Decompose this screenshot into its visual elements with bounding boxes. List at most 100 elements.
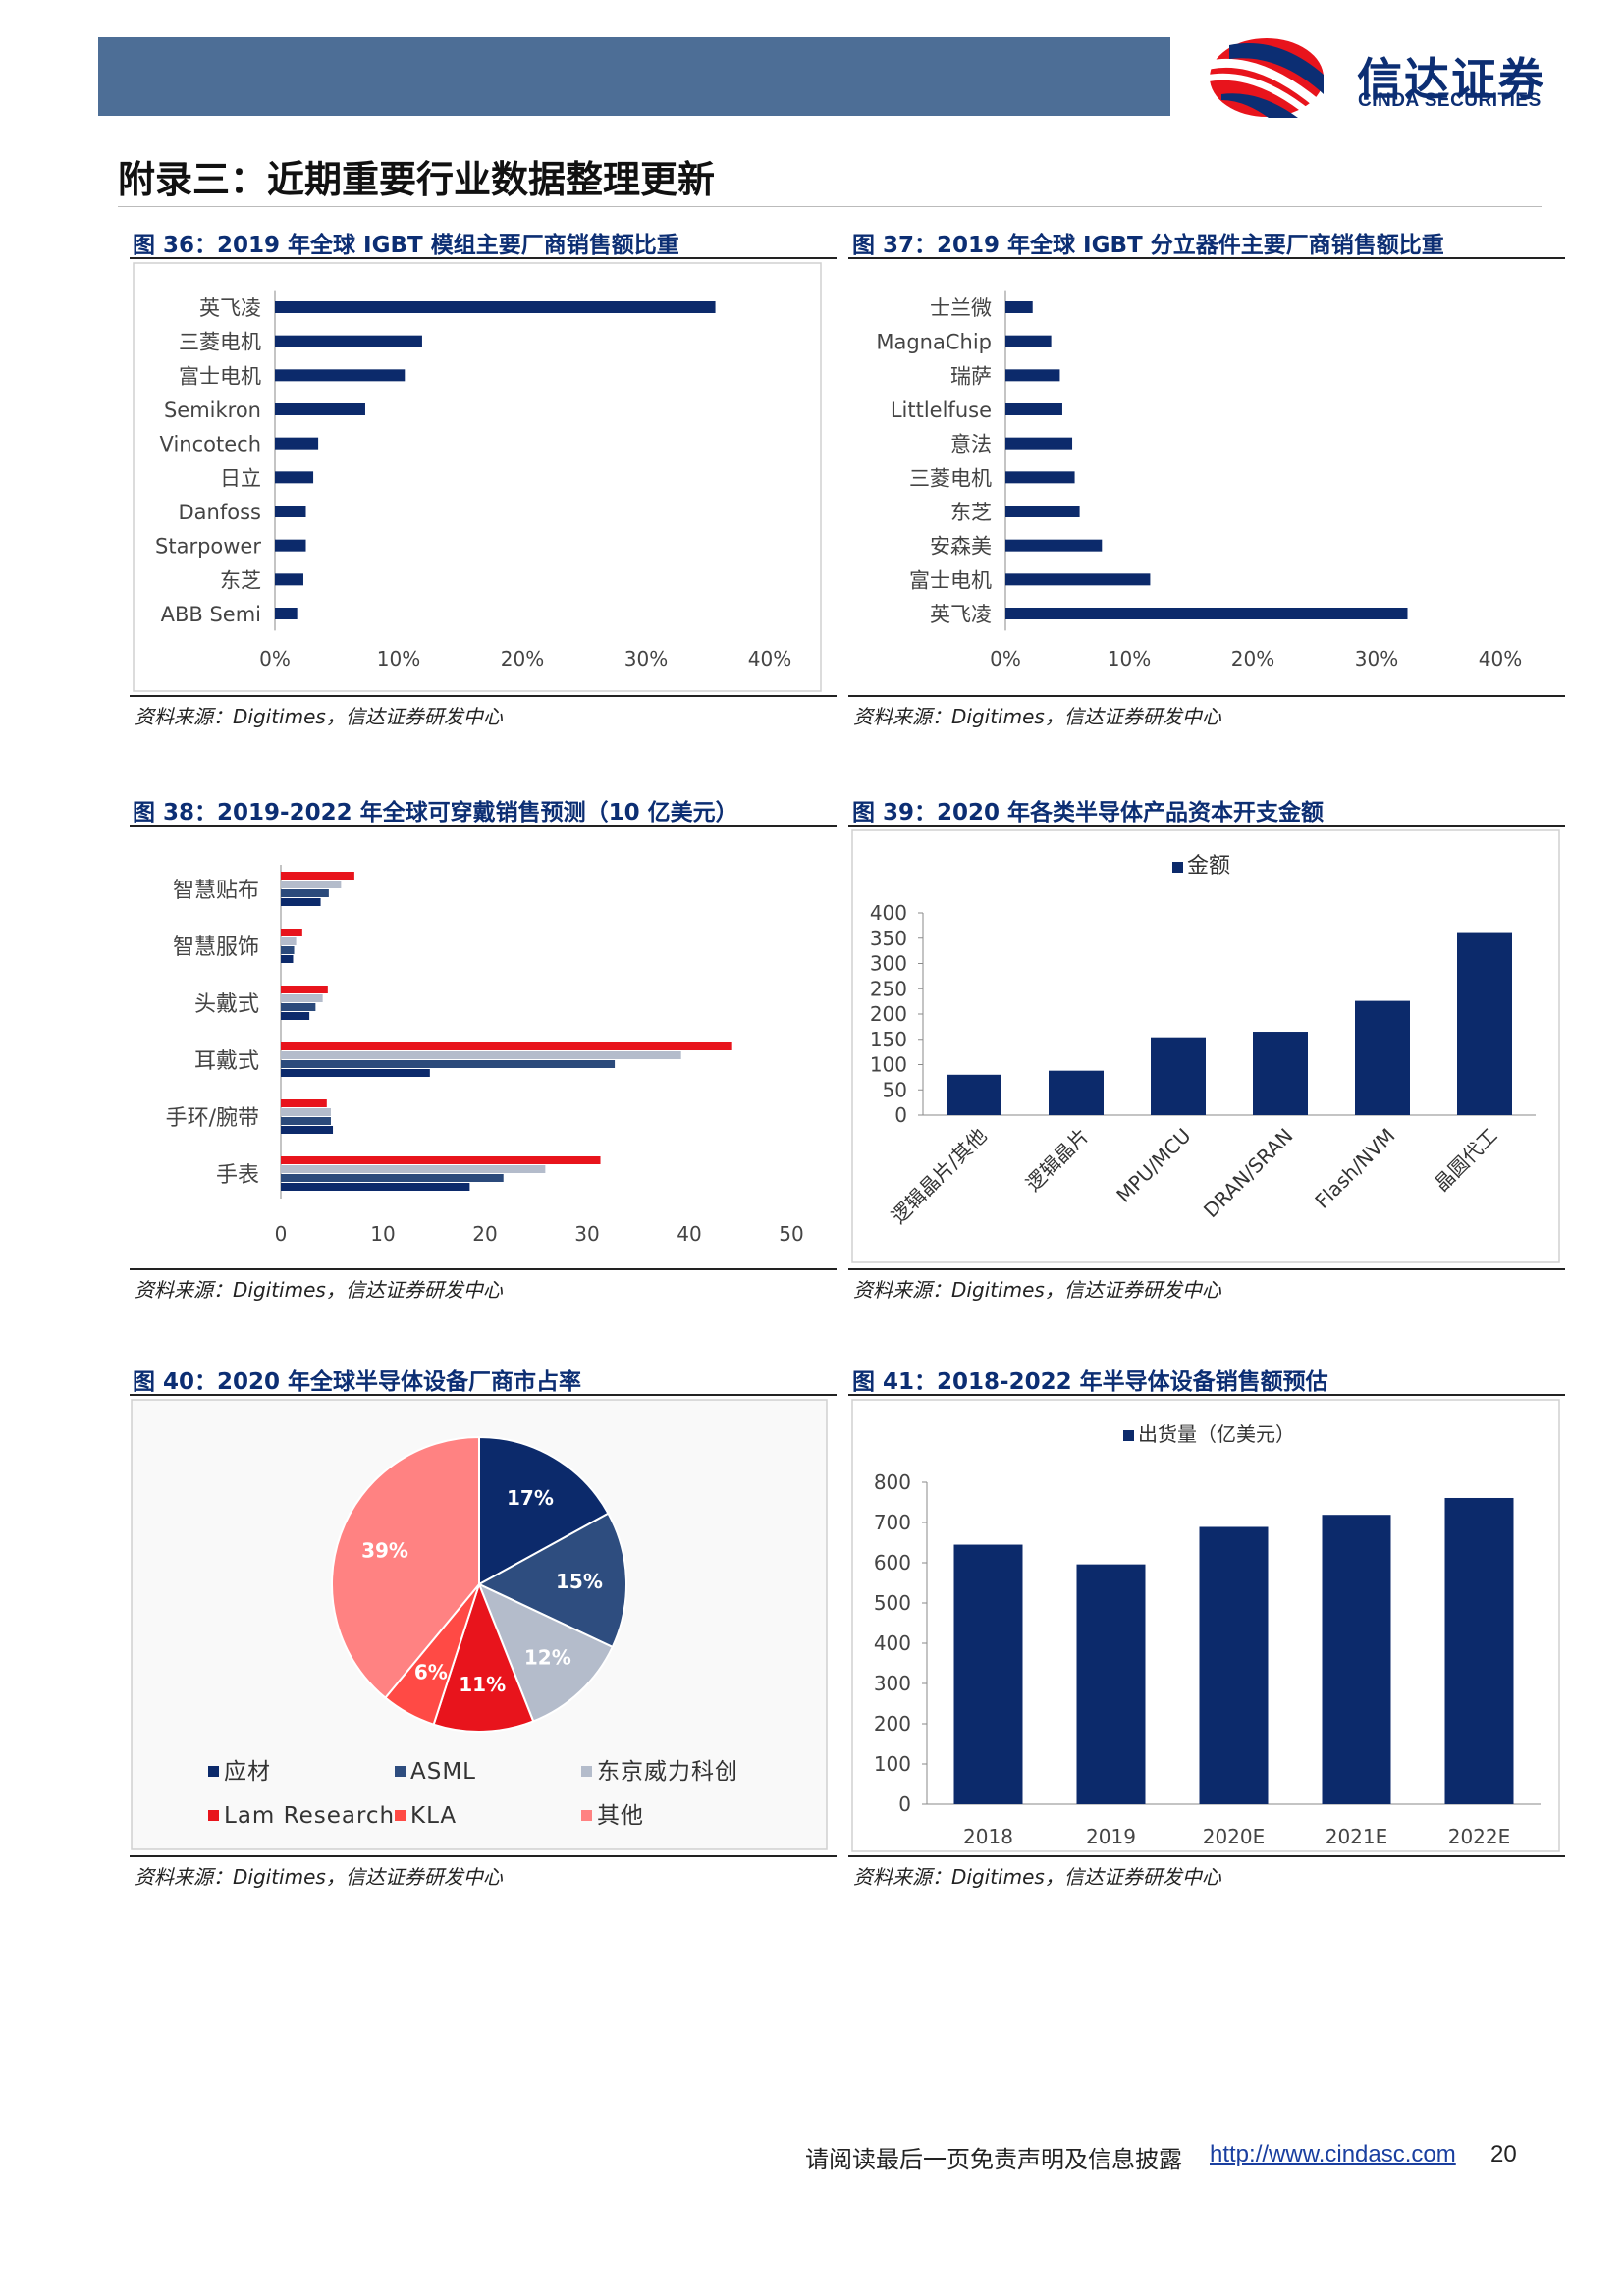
logo-text-cn: 信达证券 [1357, 53, 1545, 106]
figure-38-source: 资料来源：Digitimes，信达证券研发中心 [135, 1278, 503, 1302]
figure-41-svg: 出货量（亿美元） 0 100 200 300 400 500 600 700 800 2018 201… [851, 1399, 1560, 1852]
y-tick-label: 600 [874, 1551, 911, 1575]
pie-value-label: 39% [361, 1538, 408, 1562]
y-tick-label: 400 [874, 1631, 911, 1655]
section-divider [118, 206, 1542, 207]
bar [275, 335, 422, 347]
category-label: Vincotech [160, 433, 261, 456]
bar [1005, 369, 1060, 382]
x-tick-label: 20% [1231, 647, 1274, 670]
figure-39-source: 资料来源：Digitimes，信达证券研发中心 [853, 1278, 1221, 1302]
y-tick-label: 200 [874, 1712, 911, 1735]
page-number: 20 [1490, 2141, 1517, 2167]
figure-36-top-rule [130, 257, 837, 259]
category-label: Danfoss [179, 501, 261, 524]
figure-41-bottom-rule [848, 1855, 1565, 1857]
category-label: MagnaChip [876, 331, 992, 354]
x-tick-label: 30% [624, 647, 668, 670]
pie-slice [476, 1512, 627, 1649]
category-label: 富士电机 [179, 364, 261, 388]
bar [281, 1165, 546, 1173]
x-tick-label: 晶圆代工 [1430, 1124, 1502, 1197]
bar [281, 1174, 504, 1182]
figure-38-bottom-rule [130, 1268, 837, 1270]
category-label: 东芝 [220, 568, 261, 592]
chart-frame [133, 262, 822, 692]
bar [1005, 301, 1033, 313]
bar [1005, 608, 1408, 619]
bar [281, 1003, 316, 1011]
figure-41-title: 图 41：2018-2022 年半导体设备销售额预估 [852, 1369, 1328, 1395]
x-tick-label: 20 [472, 1222, 497, 1246]
bar [281, 929, 302, 936]
bar [281, 994, 323, 1002]
bar [281, 937, 297, 945]
figure-37-svg: 士兰微 MagnaChip 瑞萨 Littlelfuse 意法三菱电机东芝安森美富士电机… [876, 290, 1522, 670]
figure-37-top-rule [848, 257, 1565, 259]
bar [1444, 1497, 1514, 1804]
legend-swatch [581, 1766, 592, 1777]
x-tick-label: MPU/MCU [1111, 1124, 1195, 1207]
legend-swatch [395, 1810, 406, 1821]
bar [275, 608, 298, 619]
x-tick-label: 0% [990, 647, 1021, 670]
x-tick-label: 10% [1108, 647, 1151, 670]
legend-label: Lam Research [224, 1803, 395, 1829]
bar [281, 1126, 334, 1134]
bar [281, 1042, 732, 1050]
y-tick-label: 300 [874, 1672, 911, 1695]
pie-value-label: 12% [524, 1645, 571, 1669]
figure-40-chart: 17% 15% 12% 11% 6% 39% 应材 ASML 东京威力科创 Lam Researc… [130, 1398, 831, 1853]
x-tick-label: Flash/NVM [1310, 1124, 1399, 1213]
y-tick-label: 200 [870, 1002, 907, 1026]
x-tick-label: 40% [1479, 647, 1522, 670]
bar [281, 1060, 616, 1068]
x-tick-label: 逻辑晶片 [1021, 1124, 1094, 1197]
bar [281, 946, 295, 954]
figure-38-title: 图 38：2019-2022 年全球可穿戴销售预测（10 亿美元） [133, 800, 738, 826]
category-label: 日立 [220, 466, 261, 490]
y-tick-label: 400 [870, 901, 907, 925]
bar [281, 1069, 430, 1077]
legend-label: KLA [410, 1803, 457, 1829]
figure-37-title: 图 37：2019 年全球 IGBT 分立器件主要厂商销售额比重 [852, 233, 1444, 258]
category-label: Semikron [164, 399, 261, 422]
bar [1457, 932, 1512, 1115]
x-tick-label: 40 [677, 1222, 701, 1246]
bar [1076, 1564, 1146, 1804]
pie-value-label: 11% [459, 1673, 506, 1696]
bar [1005, 471, 1075, 484]
y-tick-label: 350 [870, 927, 907, 950]
cinda-logo-icon [1200, 35, 1327, 120]
bar [275, 403, 365, 415]
x-tick-label: 30% [1355, 647, 1398, 670]
figure-40-title: 图 40：2020 年全球半导体设备厂商市占率 [133, 1369, 582, 1395]
category-label: 英飞凌 [930, 603, 992, 626]
bar [1005, 573, 1151, 586]
figure-40-top-rule [130, 1394, 837, 1396]
category-label: 三菱电机 [909, 466, 992, 490]
legend-swatch [208, 1766, 219, 1777]
category-label: 智慧贴布 [173, 879, 259, 903]
category-label: Littlelfuse [891, 399, 992, 422]
y-tick-label: 100 [870, 1053, 907, 1077]
section-title: 附录三：近期重要行业数据整理更新 [118, 158, 716, 201]
legend-swatch [1172, 862, 1183, 873]
category-label: 东芝 [950, 501, 992, 524]
bar [275, 506, 306, 517]
legend-swatch [208, 1810, 219, 1821]
bar [281, 1012, 310, 1020]
footer-disclaimer: 请阅读最后一页免责声明及信息披露 [805, 2146, 1182, 2173]
pie-slice [432, 1581, 535, 1733]
y-tick-label: 0 [894, 1103, 907, 1127]
bar [275, 573, 303, 586]
bar [1005, 539, 1103, 552]
footer-website-link[interactable]: http://www.cindasc.com [1210, 2141, 1456, 2167]
figure-38-top-rule [130, 825, 837, 827]
category-label: ABB Semi [161, 603, 261, 626]
bar [275, 437, 319, 450]
figure-36-source: 资料来源：Digitimes，信达证券研发中心 [135, 705, 503, 728]
bar [281, 872, 354, 880]
x-tick-label: 2018 [963, 1825, 1013, 1848]
